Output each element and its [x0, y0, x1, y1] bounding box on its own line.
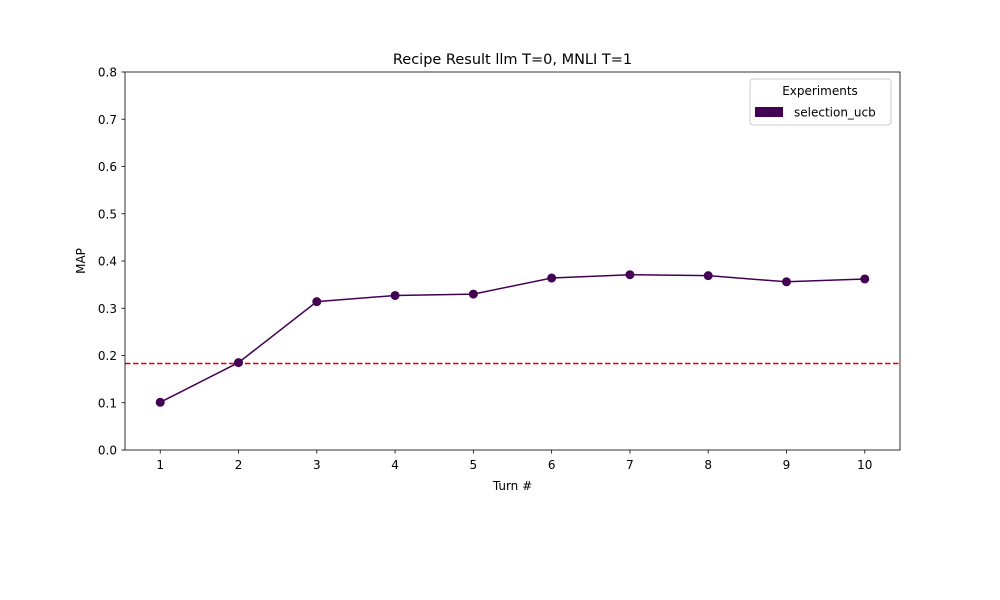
- x-tick-label: 10: [857, 458, 872, 472]
- series-line: [159, 273, 865, 403]
- data-point: [155, 397, 165, 407]
- x-tick-label: 9: [783, 458, 791, 472]
- data-point: [625, 270, 635, 280]
- y-tick-label: 0.0: [98, 444, 117, 458]
- y-tick-label: 0.5: [98, 207, 117, 221]
- axes: 1 2 3 4 5 6 7 8 9 10 0.0 0.1 0.2 0.3 0.4 0.5 0.6 0.7 0.8: [98, 66, 901, 472]
- data-point: [312, 297, 322, 307]
- x-tick-label: 6: [548, 458, 556, 472]
- x-tick-label: 2: [235, 458, 243, 472]
- data-point: [547, 273, 557, 283]
- y-tick-label: 0.7: [98, 113, 117, 127]
- y-tick-label: 0.4: [98, 255, 117, 269]
- y-axis-label: MAP: [74, 248, 88, 274]
- plot-area: [125, 270, 900, 407]
- x-tick-label: 3: [313, 458, 321, 472]
- legend-swatch: [755, 107, 783, 117]
- x-tick-label: 8: [704, 458, 712, 472]
- data-point: [860, 274, 870, 284]
- y-tick-label: 0.8: [98, 66, 117, 80]
- legend-title: Experiments: [782, 84, 858, 98]
- axes-frame: [124, 71, 901, 451]
- x-axis-label: Turn #: [492, 479, 532, 493]
- x-tick-label: 4: [391, 458, 399, 472]
- y-tick-label: 0.1: [98, 396, 117, 410]
- y-tick-label: 0.6: [98, 160, 117, 174]
- data-point: [234, 358, 244, 368]
- legend-entry-label: selection_ucb: [794, 106, 876, 120]
- data-point: [390, 290, 400, 300]
- x-tick-label: 1: [156, 458, 164, 472]
- y-tick-label: 0.2: [98, 349, 117, 363]
- y-tick-label: 0.3: [98, 302, 117, 316]
- data-point: [781, 277, 791, 287]
- x-tick-label: 5: [470, 458, 478, 472]
- legend: Experiments selection_ucb: [749, 78, 892, 126]
- data-point: [703, 271, 713, 281]
- chart-title: Recipe Result llm T=0, MNLI T=1: [393, 52, 632, 68]
- legend-frame: [749, 78, 892, 126]
- data-point: [468, 289, 478, 299]
- x-tick-label: 7: [626, 458, 634, 472]
